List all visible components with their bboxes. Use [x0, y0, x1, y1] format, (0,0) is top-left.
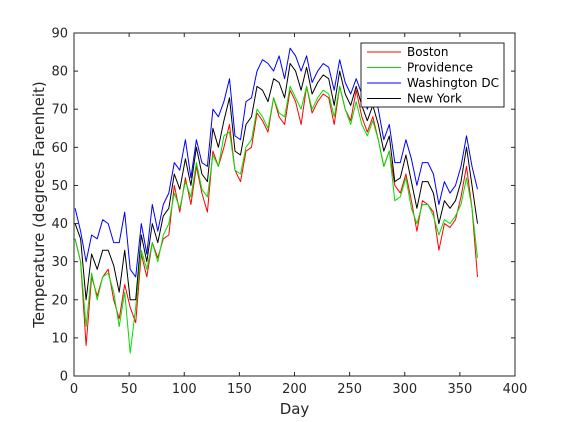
legend-entry-providence: Providence: [407, 61, 473, 75]
x-tick-label: 50: [121, 382, 138, 397]
x-axis-label: Day: [280, 400, 310, 418]
x-tick-label: 400: [503, 382, 528, 397]
series-line-washington-dc: [74, 47, 478, 278]
y-tick-label: 20: [51, 293, 68, 308]
y-tick-label: 50: [51, 179, 68, 194]
y-axis-label: Temperature (degrees Farenheit): [30, 81, 48, 328]
x-tick-label: 200: [282, 382, 307, 397]
y-tick-label: 70: [51, 103, 68, 118]
x-tick-label: 250: [337, 382, 362, 397]
x-tick-label: 100: [172, 382, 197, 397]
axes-layer: 0 50 100 150 200 250 300 350 400 0 10 20 30 40 50 60 70 8…: [30, 27, 527, 419]
x-tick-label: 0: [70, 382, 78, 397]
y-tick-label: 40: [51, 217, 68, 232]
series-line-boston: [74, 85, 478, 346]
legend-entry-washington-dc: Washington DC: [407, 76, 499, 90]
legend-entry-boston: Boston: [407, 45, 448, 59]
y-tick-label: 80: [51, 65, 68, 80]
series-layer: [74, 47, 478, 354]
legend-entry-new-york: New York: [407, 92, 462, 106]
x-tick-label: 350: [447, 382, 472, 397]
legend-box: [360, 42, 505, 108]
y-tick-label: 0: [60, 370, 68, 385]
x-tick-label: 300: [392, 382, 417, 397]
y-tick-label: 60: [51, 141, 68, 156]
y-tick-label: 30: [51, 255, 68, 270]
y-tick-label: 90: [51, 27, 68, 42]
series-line-new-york: [74, 63, 478, 301]
series-line-providence: [74, 85, 478, 354]
x-tick-label: 150: [227, 382, 252, 397]
y-tick-label: 10: [51, 331, 68, 346]
